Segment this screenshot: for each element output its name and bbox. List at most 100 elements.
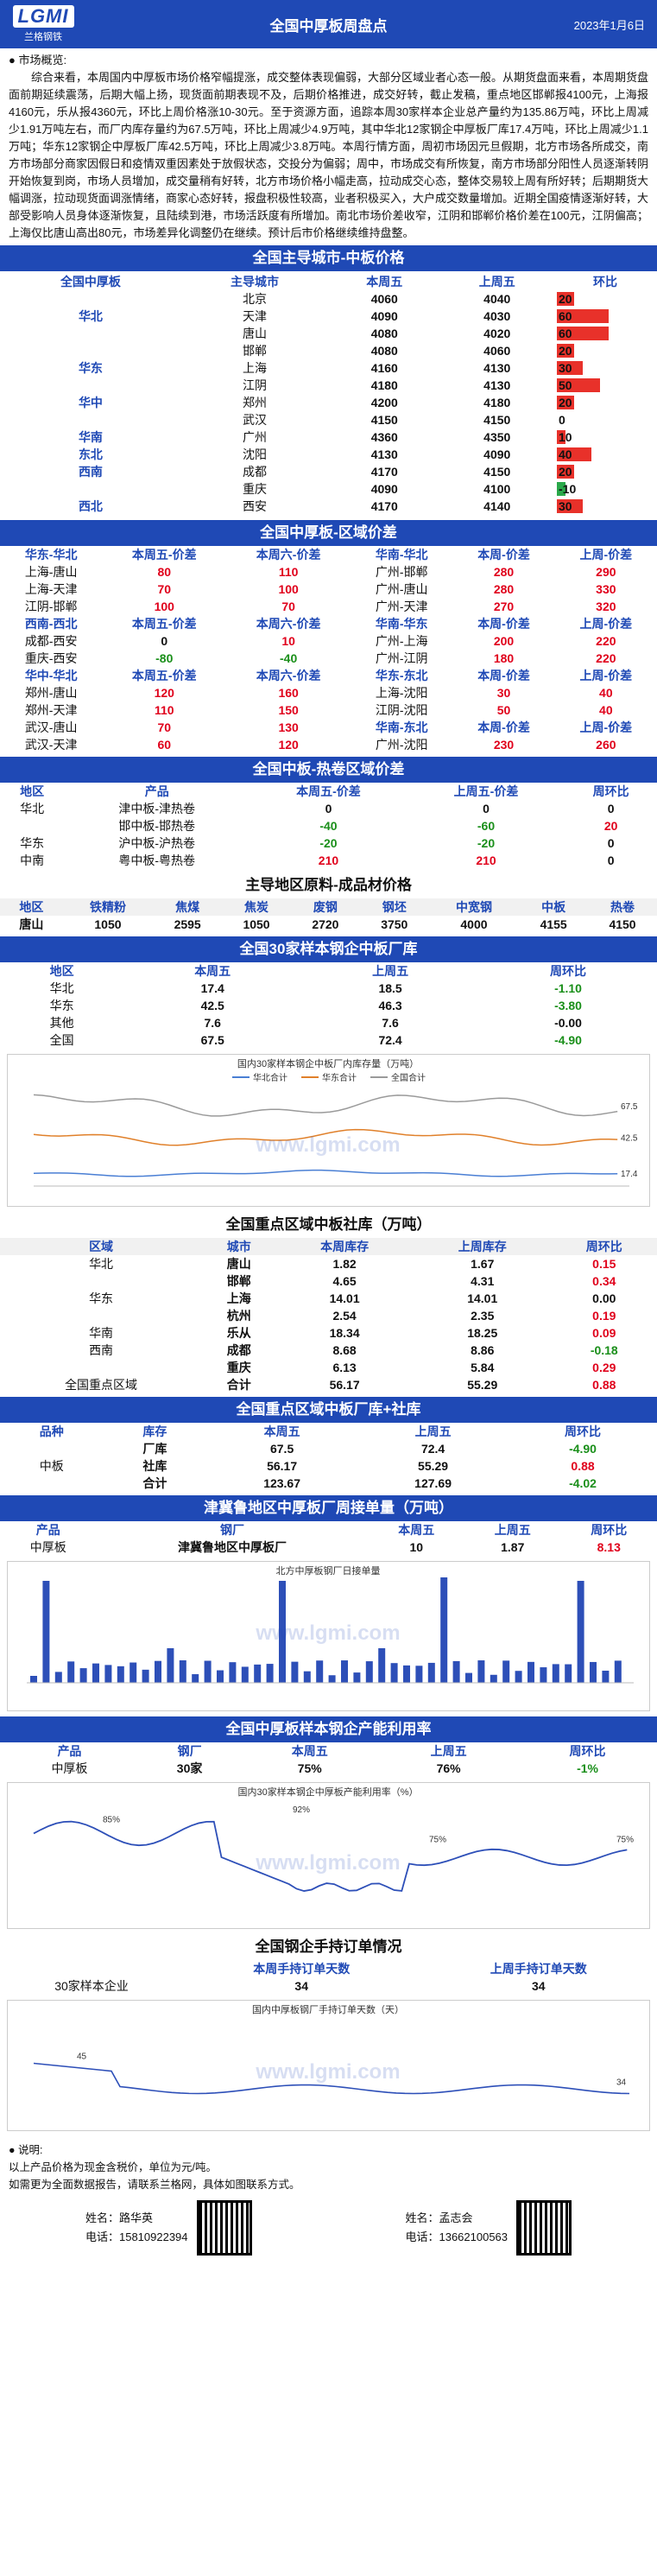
cell: 社库 bbox=[142, 1459, 167, 1473]
change-bar-wrap: 20 bbox=[555, 395, 655, 410]
cell: 72.4 bbox=[378, 1033, 402, 1047]
order-bar bbox=[341, 1660, 348, 1683]
watermark: www.lgmi.com bbox=[255, 2060, 400, 2084]
section-city-price-title: 全国主导城市-中板价格 bbox=[0, 245, 657, 271]
spread-header-row: 西南-西北 本周五-价差 本周六-价差 华南-华东 本周-价差 上周-价差 bbox=[0, 615, 657, 632]
cell: 杭州 bbox=[226, 1309, 251, 1323]
cell: 华北 bbox=[89, 1257, 114, 1271]
change-bar bbox=[557, 378, 600, 392]
daily-orders-chart: 北方中厚板钢厂日接单量 www.lgmi.com bbox=[7, 1561, 650, 1711]
cell: 18.25 bbox=[467, 1326, 498, 1340]
city-price-table: 全国中厚板 主导城市 本周五 上周五 环比 北京 4060 4040 20 华北 天津 4090 40… bbox=[0, 273, 657, 515]
spread-cell: -80 bbox=[155, 651, 174, 665]
cell: -60 bbox=[477, 819, 496, 833]
qr-code-icon bbox=[516, 2200, 572, 2256]
order-bar bbox=[515, 1671, 522, 1683]
order-days-svg: 国内中厚板钢厂手持订单天数（天） www.lgmi.com 45 34 bbox=[33, 2003, 630, 2095]
cell: 0.34 bbox=[592, 1274, 616, 1288]
column-header: 本周五 bbox=[291, 1744, 328, 1758]
change-value: 30 bbox=[559, 499, 572, 513]
city-cell: 广州 bbox=[242, 430, 267, 444]
order-days-table: 本周手持订单天数 上周手持订单天数 30家样本企业 34 34 bbox=[0, 1960, 657, 1995]
column-header: 本周六-价差 bbox=[256, 617, 321, 631]
change-bar-wrap: 30 bbox=[555, 498, 655, 514]
table-row: 江阴 4180 4130 50 bbox=[0, 377, 657, 394]
contact-2-phone: 电话：13662100563 bbox=[405, 2230, 509, 2243]
change-cell: 20 bbox=[553, 290, 657, 308]
cell: 中南 bbox=[20, 853, 45, 867]
order-bar bbox=[415, 1666, 423, 1683]
cell: 0.88 bbox=[571, 1459, 595, 1473]
data-label: 45 bbox=[77, 2053, 87, 2062]
column-header: 本周五 bbox=[366, 275, 403, 289]
table-row: 西南 成都 4170 4150 20 bbox=[0, 463, 657, 480]
order-bar bbox=[303, 1671, 311, 1683]
data-label: 42.5 bbox=[621, 1134, 638, 1144]
spread-cell: 广州-沈阳 bbox=[375, 738, 428, 752]
cell: 4.65 bbox=[332, 1274, 357, 1288]
spread-header-row: 华中-华北 本周五-价差 本周六-价差 华东-东北 本周-价差 上周-价差 bbox=[0, 667, 657, 684]
order-bar bbox=[155, 1660, 161, 1683]
column-header: 本周六-价差 bbox=[256, 548, 321, 562]
table-row: 全国重点区域 合计 56.17 55.29 0.88 bbox=[0, 1376, 657, 1393]
cell bbox=[0, 1359, 202, 1376]
column-header: 铁精粉 bbox=[89, 900, 126, 914]
column-header: 产品 bbox=[57, 1744, 82, 1758]
cell bbox=[0, 1272, 202, 1290]
change-bar-wrap: 30 bbox=[555, 360, 655, 376]
change-value: 50 bbox=[559, 378, 572, 392]
cell: 1050 bbox=[243, 917, 270, 931]
column-header: 上周五 bbox=[494, 1523, 531, 1537]
cell: 30家 bbox=[176, 1761, 203, 1775]
spread-cell: 30 bbox=[496, 686, 511, 700]
change-value: 20 bbox=[559, 292, 572, 306]
order-bar bbox=[490, 1674, 497, 1683]
column-header: 钢厂 bbox=[177, 1744, 202, 1758]
order-bar bbox=[390, 1663, 398, 1683]
cell: 全国重点区域 bbox=[65, 1378, 138, 1392]
note-label: ● 说明: bbox=[9, 2144, 43, 2156]
column-header: 周环比 bbox=[585, 1240, 622, 1253]
change-bar bbox=[557, 430, 565, 444]
column-header: 本周手持订单天数 bbox=[253, 1962, 351, 1976]
table-row: 中板 社库 56.17 55.29 0.88 bbox=[0, 1457, 657, 1475]
column-header: 本周-价差 bbox=[477, 669, 530, 682]
order-bar bbox=[353, 1672, 361, 1683]
order-bar bbox=[378, 1648, 386, 1683]
table-row: 武汉-天津 60 120 广州-沈阳 230 260 bbox=[0, 736, 657, 753]
table-row: 唐山 4080 4020 60 bbox=[0, 325, 657, 342]
previous-price-cell: 4100 bbox=[483, 482, 511, 496]
cell: 75% bbox=[297, 1761, 322, 1775]
order-bar bbox=[217, 1670, 224, 1683]
change-bar bbox=[557, 447, 591, 461]
cell: 4155 bbox=[540, 917, 567, 931]
spread-cell: 40 bbox=[599, 703, 613, 717]
column-header: 本周-价差 bbox=[477, 617, 530, 631]
cell: -4.02 bbox=[569, 1476, 597, 1490]
city-cell: 成都 bbox=[242, 465, 267, 479]
region-cell bbox=[0, 290, 181, 308]
order-bar bbox=[117, 1666, 124, 1683]
column-header: 中板 bbox=[541, 900, 566, 914]
contact-2-name: 姓名：孟志会 bbox=[405, 2211, 473, 2224]
note-line1: 以上产品价格为现金含税价，单位为元/吨。 bbox=[9, 2161, 217, 2173]
spread-cell: 320 bbox=[596, 600, 616, 613]
table-row: 重庆 6.13 5.84 0.29 bbox=[0, 1359, 657, 1376]
order-bar bbox=[403, 1665, 410, 1683]
column-header: 华南-华东 bbox=[375, 617, 428, 631]
order-bar bbox=[502, 1660, 510, 1683]
cell: 合计 bbox=[142, 1476, 167, 1490]
table-row: 30家样本企业 34 34 bbox=[0, 1977, 657, 1995]
change-bar-wrap: 20 bbox=[555, 343, 655, 358]
table-row: 邯郸 4080 4060 20 bbox=[0, 342, 657, 359]
region-cell: 华东 bbox=[78, 361, 103, 375]
city-cell: 邯郸 bbox=[242, 344, 267, 358]
cell: 津中板-津热卷 bbox=[118, 802, 196, 815]
spread-cell: 220 bbox=[596, 651, 616, 665]
column-header: 上周-价差 bbox=[579, 669, 633, 682]
cell: 合计 bbox=[226, 1378, 251, 1392]
previous-price-cell: 4090 bbox=[483, 447, 511, 461]
change-value: 0 bbox=[559, 413, 565, 427]
current-price-cell: 4130 bbox=[370, 447, 398, 461]
spread-cell: 40 bbox=[599, 686, 613, 700]
